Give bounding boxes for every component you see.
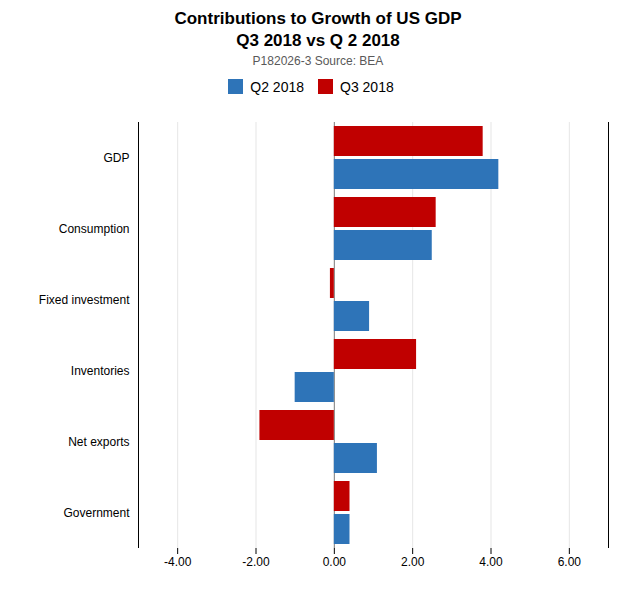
html-text:Q3 2018 vs Q 2 2018: Q3 2018 vs Q 2 2018 <box>236 31 400 50</box>
svg-text:Fixed investment: Fixed investment <box>39 293 130 307</box>
html-text:Contributions to Growth of US: Contributions to Growth of US GDP <box>174 9 462 28</box>
svg-text:6.00: 6.00 <box>558 555 582 569</box>
html-text:P182026-3 Source: BEA: P182026-3 Source: BEA <box>252 54 384 68</box>
html-text:Q2 2018: Q2 2018 <box>250 78 304 95</box>
svg-text:-4.00: -4.00 <box>164 555 192 569</box>
html-text:Q3 2018: Q3 2018 <box>340 78 394 95</box>
svg-text:Government: Government <box>63 506 130 520</box>
svg-text:Inventories: Inventories <box>71 364 130 378</box>
svg-text:-2.00: -2.00 <box>242 555 270 569</box>
svg-text:Consumption: Consumption <box>59 222 130 236</box>
svg-text:Net exports: Net exports <box>68 435 129 449</box>
svg-text:0.00: 0.00 <box>323 555 347 569</box>
svg-text:2.00: 2.00 <box>401 555 425 569</box>
svg-text:GDP: GDP <box>103 151 129 165</box>
svg-text:4.00: 4.00 <box>479 555 503 569</box>
